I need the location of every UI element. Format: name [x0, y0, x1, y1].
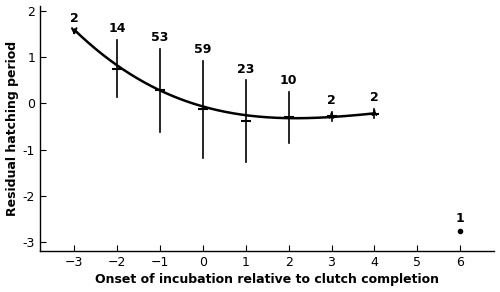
- Text: 1: 1: [456, 212, 464, 225]
- X-axis label: Onset of incubation relative to clutch completion: Onset of incubation relative to clutch c…: [95, 273, 439, 286]
- Text: 2: 2: [370, 91, 379, 104]
- Text: 23: 23: [237, 63, 254, 76]
- Text: 2: 2: [327, 94, 336, 107]
- Y-axis label: Residual hatching period: Residual hatching period: [6, 41, 18, 216]
- Text: 2: 2: [70, 12, 78, 25]
- Text: 14: 14: [108, 22, 126, 35]
- Text: 53: 53: [152, 31, 168, 44]
- Text: 59: 59: [194, 43, 212, 56]
- Text: 10: 10: [280, 74, 297, 87]
